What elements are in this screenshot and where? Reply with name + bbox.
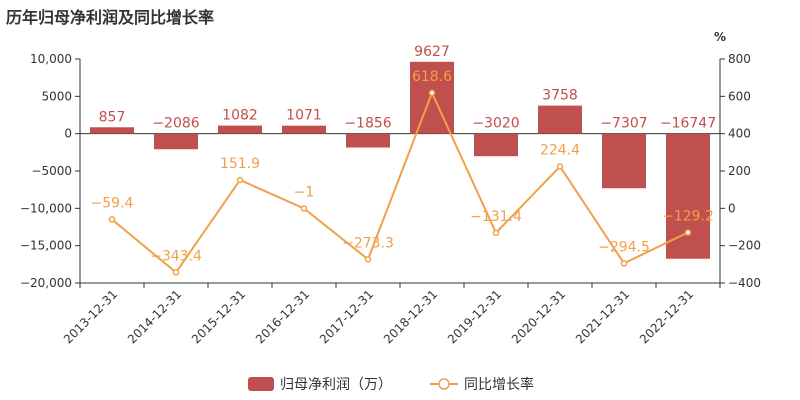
growth-value-label: −273.3 <box>342 235 394 251</box>
growth-value-label: 618.6 <box>412 69 452 85</box>
growth-value-label: −129.2 <box>662 208 714 224</box>
bar <box>346 133 390 148</box>
x-tick-label: 2018-12-31 <box>381 287 440 346</box>
legend-line-label: 同比增长率 <box>464 376 534 393</box>
x-tick-label: 2022-12-31 <box>637 287 696 346</box>
bar-value-label: 3758 <box>542 88 578 104</box>
growth-value-label: 151.9 <box>220 156 260 172</box>
bar <box>602 133 646 189</box>
left-tick-label: 10,000 <box>30 52 72 66</box>
legend-bar-swatch <box>248 377 274 391</box>
x-tick-label: 2016-12-31 <box>253 287 312 346</box>
left-tick-label: 0 <box>64 127 72 141</box>
right-tick-label: 400 <box>728 127 751 141</box>
bar-value-label: 857 <box>99 109 126 125</box>
left-tick-label: −20,000 <box>20 276 72 290</box>
growth-line <box>111 90 689 274</box>
growth-value-label: −1 <box>294 185 315 201</box>
right-tick-label: −200 <box>728 239 761 253</box>
left-tick-label: −10,000 <box>20 201 72 215</box>
bar <box>282 125 326 134</box>
right-tick-label: 0 <box>728 201 736 215</box>
growth-value-label: 224.4 <box>540 142 580 158</box>
right-tick-label: 600 <box>728 89 751 103</box>
x-tick-label: 2013-12-31 <box>61 287 120 346</box>
growth-point <box>556 163 564 170</box>
chart-title: 历年归母净利润及同比增长率 <box>6 8 215 27</box>
growth-point <box>428 89 436 97</box>
growth-point <box>236 176 244 184</box>
right-axis-unit: % <box>714 30 726 44</box>
bar <box>154 133 198 150</box>
bar-value-label: −16747 <box>660 116 716 132</box>
bar-value-label: −1856 <box>344 116 391 132</box>
growth-point <box>620 260 628 267</box>
growth-value-label: −343.4 <box>150 248 202 264</box>
left-tick-label: −5000 <box>31 164 72 178</box>
growth-point <box>684 229 692 236</box>
growth-value-label: −294.5 <box>598 239 650 255</box>
bar <box>90 127 134 134</box>
growth-point <box>364 256 372 263</box>
bar-value-label: −3020 <box>472 116 519 132</box>
legend-line-marker <box>438 378 450 390</box>
bar <box>218 125 262 134</box>
bar <box>666 133 710 259</box>
growth-point <box>300 205 308 212</box>
bar <box>474 133 518 157</box>
x-tick-label: 2019-12-31 <box>445 287 504 346</box>
x-tick-label: 2014-12-31 <box>125 287 184 346</box>
right-tick-label: 200 <box>728 164 751 178</box>
x-tick-label: 2015-12-31 <box>189 287 248 346</box>
growth-point <box>172 269 180 276</box>
growth-point <box>108 216 116 223</box>
growth-value-label: −59.4 <box>91 195 134 211</box>
bar-value-label: 9627 <box>414 44 450 60</box>
growth-point <box>492 229 500 237</box>
growth-value-label: −131.4 <box>470 209 522 225</box>
bar-value-label: −2086 <box>152 116 199 132</box>
right-tick-label: 800 <box>728 52 751 66</box>
x-tick-label: 2021-12-31 <box>573 287 632 346</box>
left-tick-label: −15,000 <box>20 239 72 253</box>
bar <box>538 105 582 134</box>
x-tick-label: 2020-12-31 <box>509 287 568 346</box>
bar <box>410 61 454 134</box>
legend-bar-label: 归母净利润（万） <box>280 376 392 393</box>
right-tick-label: −400 <box>728 276 761 290</box>
left-tick-label: 5000 <box>41 89 72 103</box>
bar-value-label: −7307 <box>600 116 647 132</box>
bar-value-label: 1071 <box>286 108 322 124</box>
bar-value-label: 1082 <box>222 108 258 124</box>
x-tick-label: 2017-12-31 <box>317 287 376 346</box>
